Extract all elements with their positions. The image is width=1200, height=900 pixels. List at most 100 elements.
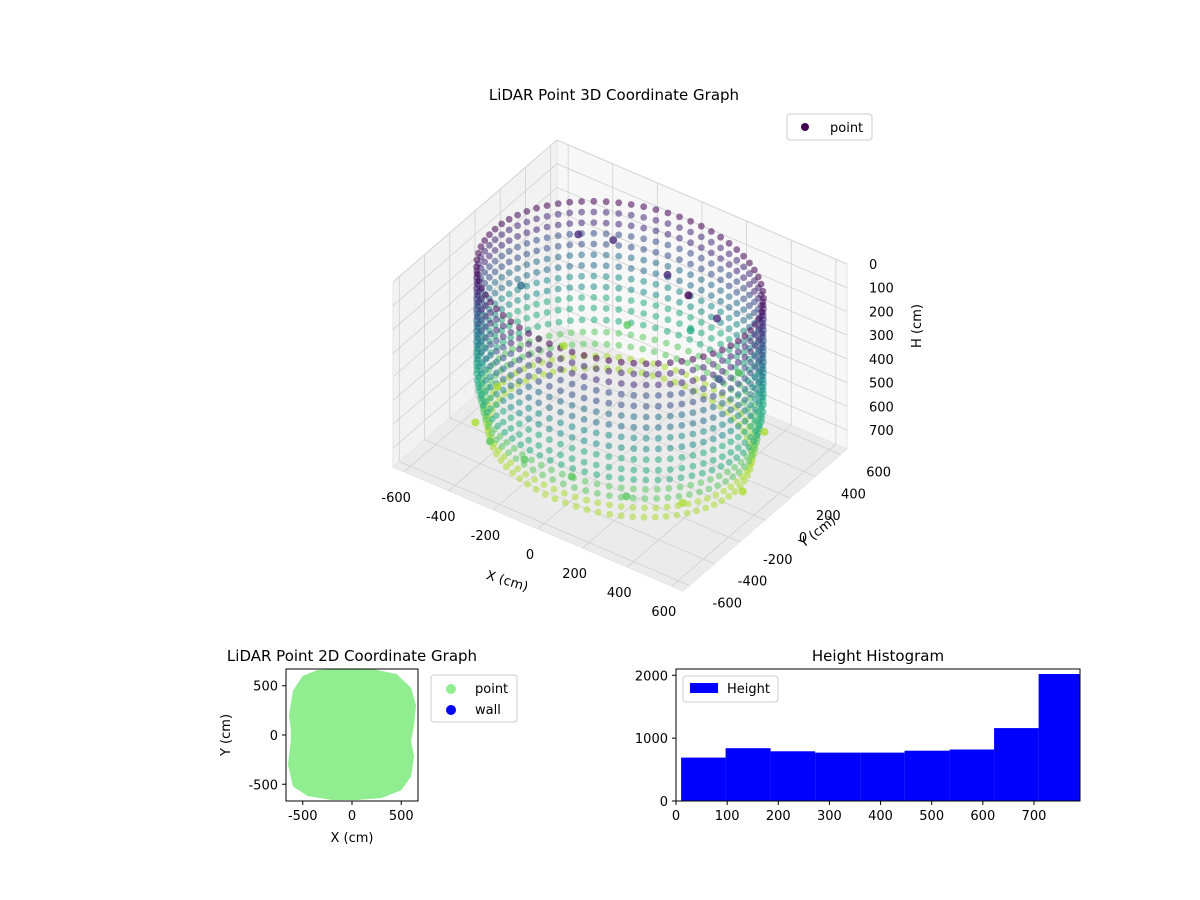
point-3d-feature: [713, 314, 721, 323]
point-3d: [516, 388, 523, 396]
point-3d: [481, 237, 489, 244]
point-3d-feature: [738, 487, 747, 496]
point-3d: [655, 360, 662, 367]
point-3d: [605, 442, 613, 450]
point-3d: [543, 287, 551, 295]
point-3d: [678, 454, 686, 461]
point-3d: [578, 316, 586, 324]
point-3d: [678, 422, 686, 429]
point-3d: [505, 258, 513, 266]
x-tick-label-3d: 200: [562, 567, 587, 582]
point-3d: [491, 279, 499, 286]
point-3d: [602, 241, 610, 248]
point-3d: [491, 257, 499, 265]
point-3d: [498, 442, 506, 450]
point-3d: [655, 466, 662, 474]
y-tick-label-3d: -200: [763, 553, 793, 568]
point-3d: [505, 247, 513, 255]
point-3d: [487, 362, 494, 370]
point-3d: [505, 279, 513, 287]
z-tick-label-3d: 200: [869, 305, 894, 320]
point-3d: [539, 471, 546, 479]
point-3d: [666, 412, 674, 420]
point-3d: [499, 386, 507, 394]
point-3d: [499, 338, 507, 346]
y-tick-label-hist: 1000: [635, 732, 668, 747]
point-3d: [486, 241, 493, 249]
point-3d: [678, 400, 686, 408]
point-3d: [603, 340, 611, 348]
point-3d: [507, 382, 515, 390]
point-3d: [675, 331, 683, 339]
point-3d: [514, 465, 522, 472]
point-3d: [617, 475, 625, 482]
point-3d: [689, 409, 697, 417]
point-3d: [516, 475, 524, 482]
point-3d: [640, 235, 648, 243]
point-3d: [568, 369, 576, 377]
point-3d: [700, 353, 707, 361]
point-3d: [666, 359, 674, 367]
point-3d: [707, 228, 715, 235]
point-3d: [525, 362, 533, 369]
point-3d: [630, 381, 638, 388]
point-3d: [554, 200, 562, 208]
point-3d: [629, 504, 637, 511]
point-3d: [722, 478, 729, 485]
point-3d: [594, 490, 601, 497]
point-3d: [535, 431, 543, 439]
point-3d: [709, 392, 717, 400]
point-3d: [535, 420, 543, 428]
point-3d: [689, 398, 697, 406]
point-3d: [664, 295, 672, 302]
point-3d: [533, 268, 540, 276]
point-3d-feature: [622, 492, 631, 501]
point-3d: [473, 270, 481, 278]
point-3d: [700, 428, 707, 435]
point-3d: [566, 284, 574, 291]
point-3d: [727, 427, 735, 435]
point-3d: [526, 446, 534, 454]
point-3d: [516, 420, 523, 428]
point-3d: [642, 360, 650, 368]
point-3d: [697, 297, 705, 305]
point-3d: [592, 461, 600, 469]
point-3d-feature: [567, 472, 576, 481]
point-3d: [525, 351, 533, 359]
point-3d: [707, 324, 715, 331]
point-3d: [751, 406, 759, 414]
point-3d: [733, 246, 741, 254]
point-3d: [590, 197, 598, 205]
point-3d: [640, 246, 648, 253]
point-3d: [740, 295, 747, 303]
legend-2d-point-marker: [446, 684, 456, 694]
point-3d: [666, 370, 674, 377]
point-3d: [507, 361, 515, 368]
point-3d: [499, 312, 507, 319]
point-3d: [664, 220, 672, 228]
point-3d: [546, 415, 553, 422]
point-3d: [642, 456, 650, 464]
point-3d: [689, 441, 697, 449]
point-3d: [605, 389, 613, 396]
point-3d: [700, 449, 707, 457]
x-tick-label-3d: 0: [526, 548, 534, 563]
point-3d: [554, 253, 562, 261]
point-3d: [678, 464, 686, 472]
point-3d: [673, 511, 681, 519]
point-3d: [592, 354, 600, 362]
point-3d: [505, 237, 513, 245]
point-3d: [541, 490, 549, 498]
point-3d: [482, 334, 489, 342]
point-3d: [491, 268, 499, 276]
point-3d: [630, 466, 638, 474]
point-3d: [543, 298, 551, 306]
x-tick-label-3d: -600: [381, 491, 411, 506]
point-3d: [543, 266, 551, 274]
point-3d: [514, 318, 521, 326]
point-3d: [664, 284, 672, 292]
point-3d: [533, 247, 540, 255]
point-3d: [605, 378, 613, 386]
point-3d: [678, 357, 686, 365]
